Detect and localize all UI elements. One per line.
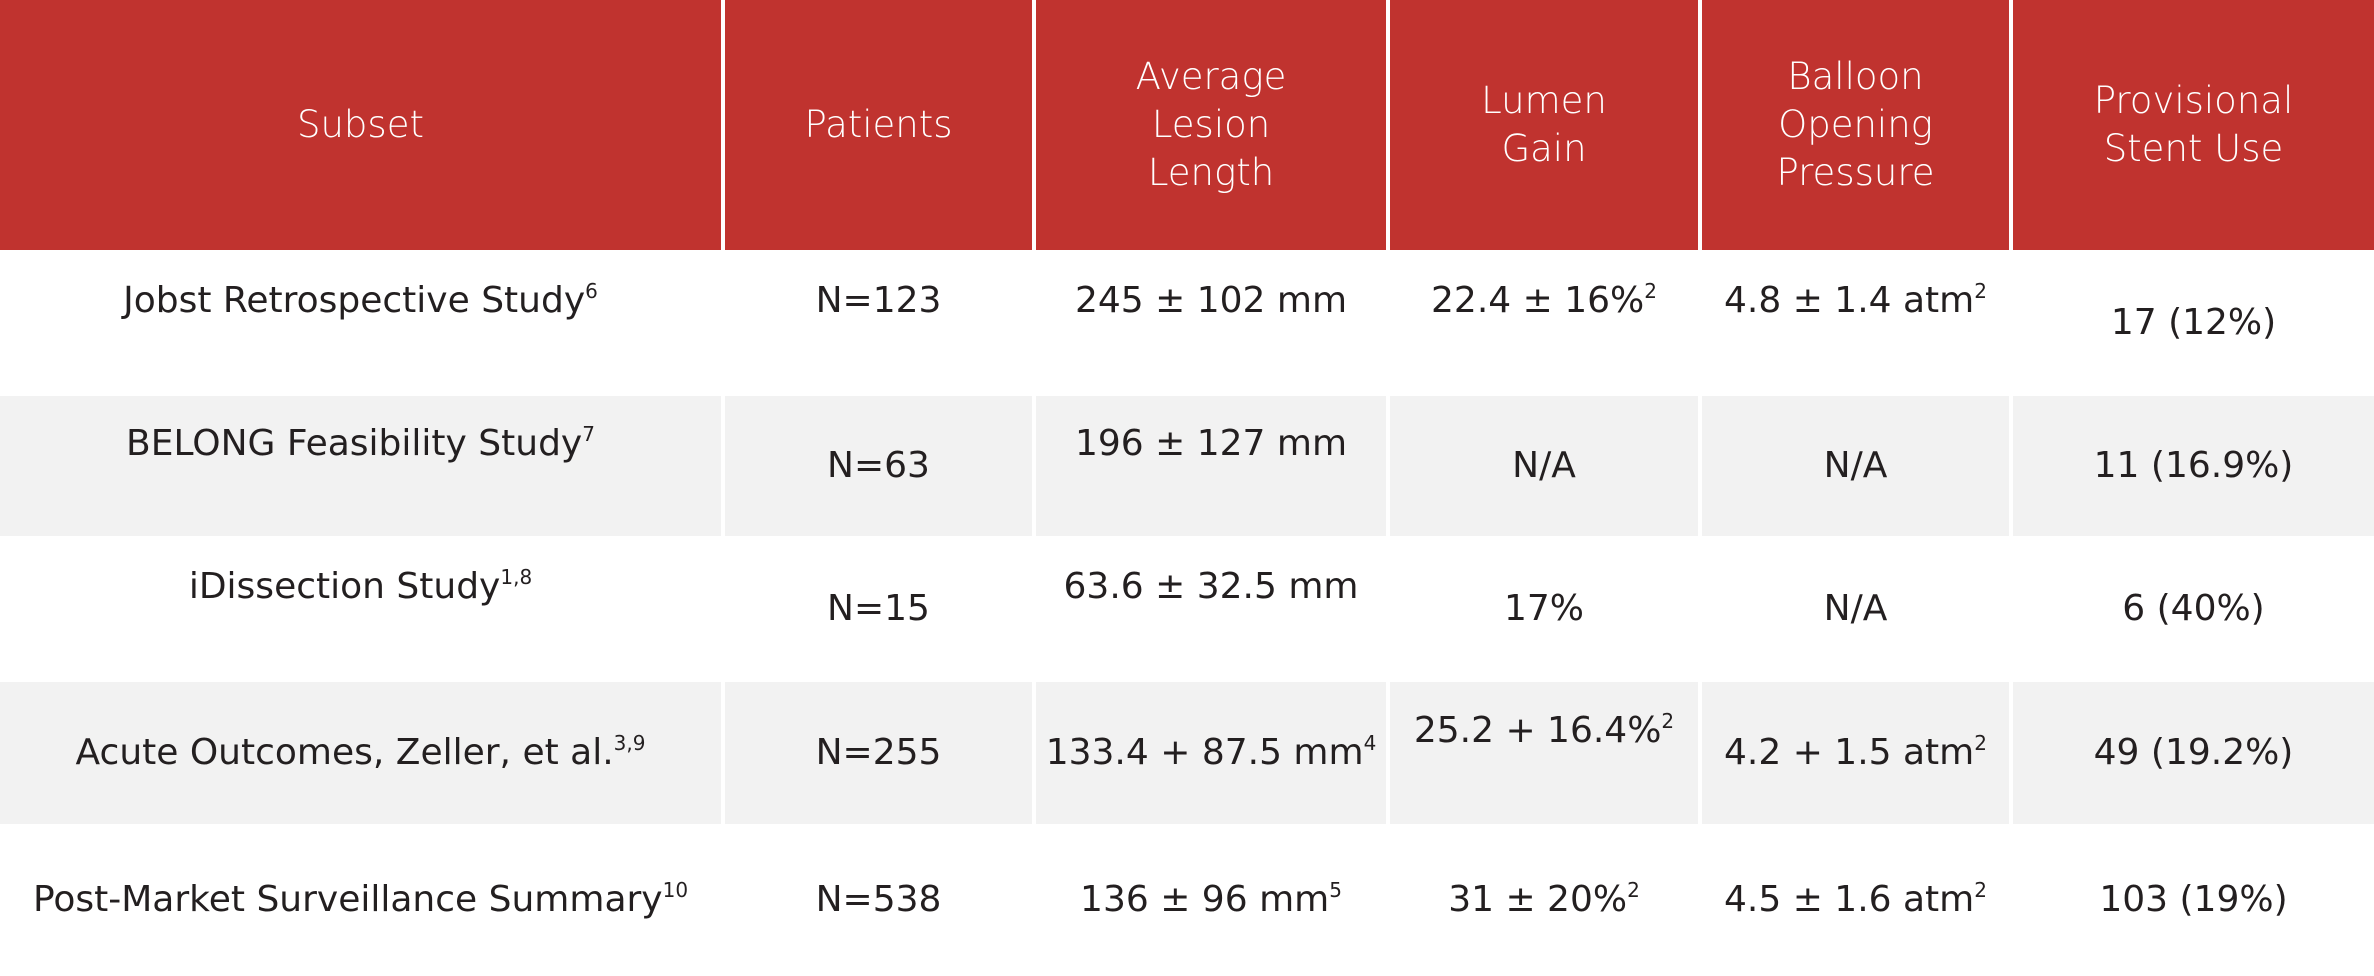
stent-use-cell: 49 (19.2%) — [2011, 682, 2374, 824]
lesion-length-cell: 63.6 ± 32.5 mm — [1034, 536, 1390, 682]
header-line: Balloon — [1787, 55, 1924, 98]
cell-text: N=255 — [815, 732, 942, 773]
cell-text: 22.4 ± 16%2 — [1431, 279, 1657, 321]
footnote-ref: 2 — [1627, 878, 1640, 902]
lesion-length-cell: 196 ± 127 mm — [1034, 396, 1390, 536]
header-line: Provisional — [2093, 79, 2294, 122]
footnote-ref: 2 — [1974, 731, 1987, 755]
cell-text: 6 (40%) — [2122, 588, 2265, 629]
patients-cell: N=15 — [723, 536, 1036, 682]
cell-text: iDissection Study1,8 — [188, 565, 533, 607]
header-line: Average — [1135, 55, 1287, 98]
cell-text: N/A — [1512, 445, 1576, 486]
footnote-ref: 2 — [1644, 279, 1657, 303]
table-row: Post-Market Surveillance Summary10 N=538… — [0, 824, 2374, 976]
lumen-gain-cell: 22.4 ± 16%2 — [1388, 250, 1702, 396]
patients-cell: N=255 — [723, 682, 1036, 824]
cell-text: 31 ± 20%2 — [1448, 878, 1640, 920]
cell-text: N/A — [1823, 588, 1888, 629]
lesion-length-cell: 136 ± 96 mm5 — [1034, 824, 1390, 976]
cell-text: N=538 — [815, 879, 942, 920]
stent-use-cell: 103 (19%) — [2011, 824, 2374, 976]
cell-text: 4.5 ± 1.6 atm2 — [1724, 878, 1987, 920]
cell-text: 25.2 + 16.4%2 — [1413, 709, 1675, 751]
cell-text: 133.4 + 87.5 mm4 — [1045, 731, 1377, 773]
cell-text: 136 ± 96 mm5 — [1080, 878, 1342, 920]
cell-text: 4.8 ± 1.4 atm2 — [1724, 279, 1987, 321]
lesion-length-cell: 245 ± 102 mm — [1034, 250, 1390, 396]
table-header: Subset Patients Average Lesion Length Lu… — [0, 0, 2374, 250]
footnote-ref: 6 — [585, 279, 598, 303]
subset-cell: BELONG Feasibility Study7 — [0, 396, 725, 536]
stent-use-cell: 6 (40%) — [2011, 536, 2374, 682]
footnote-ref: 3,9 — [613, 731, 646, 755]
header-line: Opening — [1778, 103, 1933, 146]
header-line: Length — [1147, 151, 1275, 194]
cell-text: N=123 — [815, 280, 942, 321]
lumen-gain-cell: N/A — [1388, 396, 1702, 536]
cell-text: 17% — [1503, 588, 1584, 629]
lesion-length-cell: 133.4 + 87.5 mm4 — [1034, 682, 1390, 824]
cell-text: 196 ± 127 mm — [1074, 423, 1348, 464]
header-line: Pressure — [1776, 151, 1935, 194]
footnote-ref: 2 — [1974, 878, 1987, 902]
footnote-ref: 2 — [1974, 279, 1987, 303]
patients-cell: N=63 — [723, 396, 1036, 536]
table-row: Acute Outcomes, Zeller, et al.3,9 N=255 … — [0, 682, 2374, 824]
balloon-pressure-cell: 4.8 ± 1.4 atm2 — [1700, 250, 2013, 396]
header-balloon-pressure: Balloon Opening Pressure — [1700, 0, 2013, 250]
patients-cell: N=538 — [723, 824, 1036, 976]
header-stent-use: Provisional Stent Use — [2011, 0, 2374, 250]
subset-cell: iDissection Study1,8 — [0, 536, 725, 682]
cell-text: N=63 — [827, 445, 930, 486]
balloon-pressure-cell: 4.5 ± 1.6 atm2 — [1700, 824, 2013, 976]
header-line: Lesion — [1151, 103, 1271, 146]
lumen-gain-cell: 17% — [1388, 536, 1702, 682]
header-line: Gain — [1501, 127, 1587, 170]
header-lumen-gain: Lumen Gain — [1388, 0, 1702, 250]
table-row: Jobst Retrospective Study6 N=123 245 ± 1… — [0, 250, 2374, 396]
header-subset: Subset — [0, 0, 725, 250]
cell-text: 49 (19.2%) — [2093, 732, 2294, 773]
cell-text: Acute Outcomes, Zeller, et al.3,9 — [75, 731, 646, 773]
cell-text: 17 (12%) — [2110, 302, 2277, 343]
patients-cell: N=123 — [723, 250, 1036, 396]
cell-text: 11 (16.9%) — [2093, 445, 2294, 486]
cell-text: 4.2 + 1.5 atm2 — [1724, 731, 1987, 773]
cell-text: N=15 — [827, 588, 930, 629]
subset-cell: Post-Market Surveillance Summary10 — [0, 824, 725, 976]
balloon-pressure-cell: 4.2 + 1.5 atm2 — [1700, 682, 2013, 824]
header-line: Lumen — [1481, 79, 1607, 122]
cell-text: 103 (19%) — [2099, 879, 2288, 920]
cell-text: 63.6 ± 32.5 mm — [1063, 566, 1359, 607]
table-row: iDissection Study1,8 N=15 63.6 ± 32.5 mm… — [0, 536, 2374, 682]
balloon-pressure-cell: N/A — [1700, 396, 2013, 536]
stent-use-cell: 17 (12%) — [2011, 250, 2374, 396]
lumen-gain-cell: 31 ± 20%2 — [1388, 824, 1702, 976]
subset-cell: Acute Outcomes, Zeller, et al.3,9 — [0, 682, 725, 824]
cell-text: Jobst Retrospective Study6 — [123, 279, 598, 321]
header-line: Stent Use — [2103, 127, 2284, 170]
cell-text: BELONG Feasibility Study7 — [126, 422, 595, 464]
balloon-pressure-cell: N/A — [1700, 536, 2013, 682]
cell-text: N/A — [1823, 445, 1888, 486]
table-body: Jobst Retrospective Study6 N=123 245 ± 1… — [0, 250, 2374, 976]
footnote-ref: 2 — [1661, 709, 1675, 733]
header-row: Subset Patients Average Lesion Length Lu… — [0, 0, 2374, 250]
header-lesion-length: Average Lesion Length — [1034, 0, 1390, 250]
footnote-ref: 1,8 — [500, 565, 533, 589]
table-row: BELONG Feasibility Study7 N=63 196 ± 127… — [0, 396, 2374, 536]
subset-cell: Jobst Retrospective Study6 — [0, 250, 725, 396]
footnote-ref: 7 — [582, 422, 595, 446]
cell-text: 245 ± 102 mm — [1074, 280, 1348, 321]
lumen-gain-cell: 25.2 + 16.4%2 — [1388, 682, 1702, 824]
footnote-ref: 5 — [1329, 878, 1342, 902]
cell-text: Post-Market Surveillance Summary10 — [32, 878, 689, 920]
footnote-ref: 10 — [662, 878, 689, 902]
stent-use-cell: 11 (16.9%) — [2011, 396, 2374, 536]
header-patients: Patients — [723, 0, 1036, 250]
footnote-ref: 4 — [1363, 731, 1377, 755]
